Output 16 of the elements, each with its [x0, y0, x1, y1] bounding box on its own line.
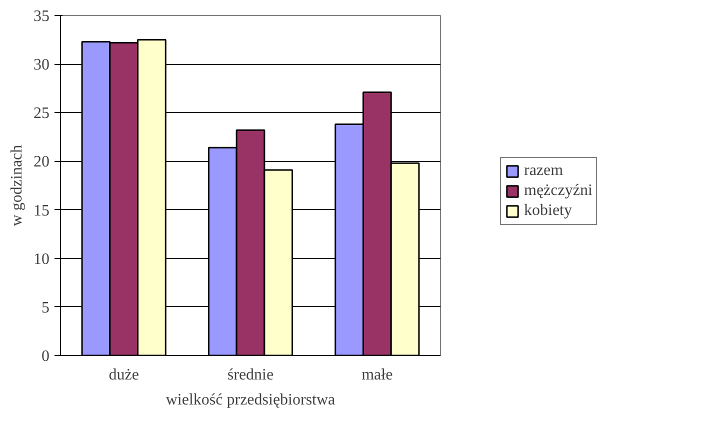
legend-label: kobiety [524, 202, 572, 220]
y-tick-label: 0 [42, 348, 50, 365]
y-tick-label: 20 [34, 154, 50, 171]
y-tick-label: 25 [34, 105, 50, 122]
y-tick-label: 35 [34, 8, 50, 25]
y-tick-label: 30 [34, 56, 50, 74]
y-tick-label: 15 [34, 202, 50, 220]
y-tick-label: 5 [42, 299, 50, 316]
y-axis-title: w godzinach [8, 144, 26, 226]
legend-label: razem [524, 162, 564, 180]
x-tick-label: małe [362, 366, 393, 384]
x-tick-label: średnie [227, 366, 274, 384]
y-tick-label: 10 [34, 250, 50, 268]
x-tick-label: duże [108, 366, 139, 384]
x-axis-title: wielkość przedsiębiorstwa [166, 392, 336, 408]
legend-label: mężczyźni [524, 182, 592, 200]
